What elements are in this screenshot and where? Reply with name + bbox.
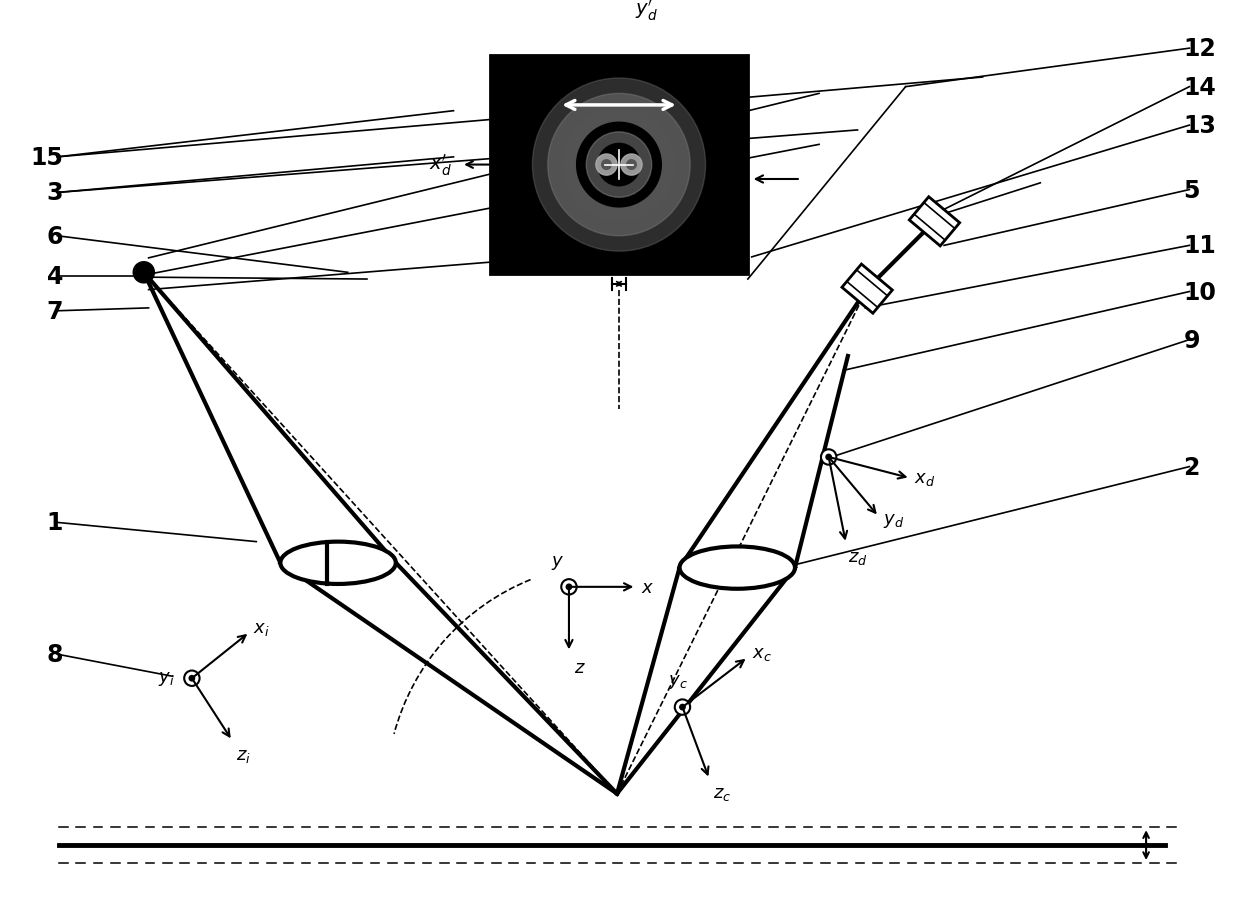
Circle shape <box>601 160 611 170</box>
Circle shape <box>675 700 691 715</box>
Circle shape <box>587 133 652 198</box>
Circle shape <box>826 455 831 460</box>
Text: $y_d'$: $y_d'$ <box>635 0 657 23</box>
Bar <box>490 56 748 275</box>
Text: 10: 10 <box>1184 281 1216 304</box>
Circle shape <box>680 704 686 710</box>
Text: 15: 15 <box>30 146 63 169</box>
Text: 7: 7 <box>46 300 63 323</box>
Text: 12: 12 <box>1184 37 1216 61</box>
Circle shape <box>185 670 200 686</box>
Ellipse shape <box>680 547 795 589</box>
Text: 3: 3 <box>46 181 63 205</box>
Text: $x_c$: $x_c$ <box>751 644 771 662</box>
Text: 13: 13 <box>1184 114 1216 138</box>
Text: 8: 8 <box>46 642 63 667</box>
Circle shape <box>563 109 675 221</box>
Text: $x$: $x$ <box>641 578 655 596</box>
Ellipse shape <box>280 542 396 584</box>
Text: $y_c$: $y_c$ <box>667 672 688 690</box>
Text: 14: 14 <box>1184 76 1216 99</box>
Text: $z_i$: $z_i$ <box>236 746 250 763</box>
Text: 6: 6 <box>46 224 63 249</box>
Polygon shape <box>842 265 893 314</box>
Circle shape <box>133 262 154 283</box>
Circle shape <box>532 79 706 251</box>
Polygon shape <box>909 198 960 247</box>
Circle shape <box>567 585 572 590</box>
Circle shape <box>562 579 577 595</box>
Text: 2: 2 <box>1184 456 1200 479</box>
Text: 11: 11 <box>1184 234 1216 258</box>
Text: 4: 4 <box>47 265 63 289</box>
Text: 1: 1 <box>47 511 63 535</box>
Text: $x_i$: $x_i$ <box>253 619 270 638</box>
Circle shape <box>577 123 661 208</box>
Circle shape <box>598 144 640 187</box>
Circle shape <box>190 676 195 681</box>
Text: 9: 9 <box>1184 328 1200 353</box>
Circle shape <box>821 450 836 466</box>
Text: $x_d$: $x_d$ <box>914 470 935 487</box>
Circle shape <box>626 160 636 170</box>
Circle shape <box>596 155 618 176</box>
Text: $z_d$: $z_d$ <box>848 548 868 567</box>
Text: $x_d'$: $x_d'$ <box>429 153 451 179</box>
Circle shape <box>548 94 691 237</box>
Text: $y$: $y$ <box>551 554 564 572</box>
Text: $y_d$: $y_d$ <box>883 511 904 529</box>
Text: $z_c$: $z_c$ <box>713 784 732 803</box>
Text: 5: 5 <box>1184 179 1200 202</box>
Text: $z$: $z$ <box>574 659 585 676</box>
Circle shape <box>621 155 642 176</box>
Text: $y_i$: $y_i$ <box>157 670 175 688</box>
